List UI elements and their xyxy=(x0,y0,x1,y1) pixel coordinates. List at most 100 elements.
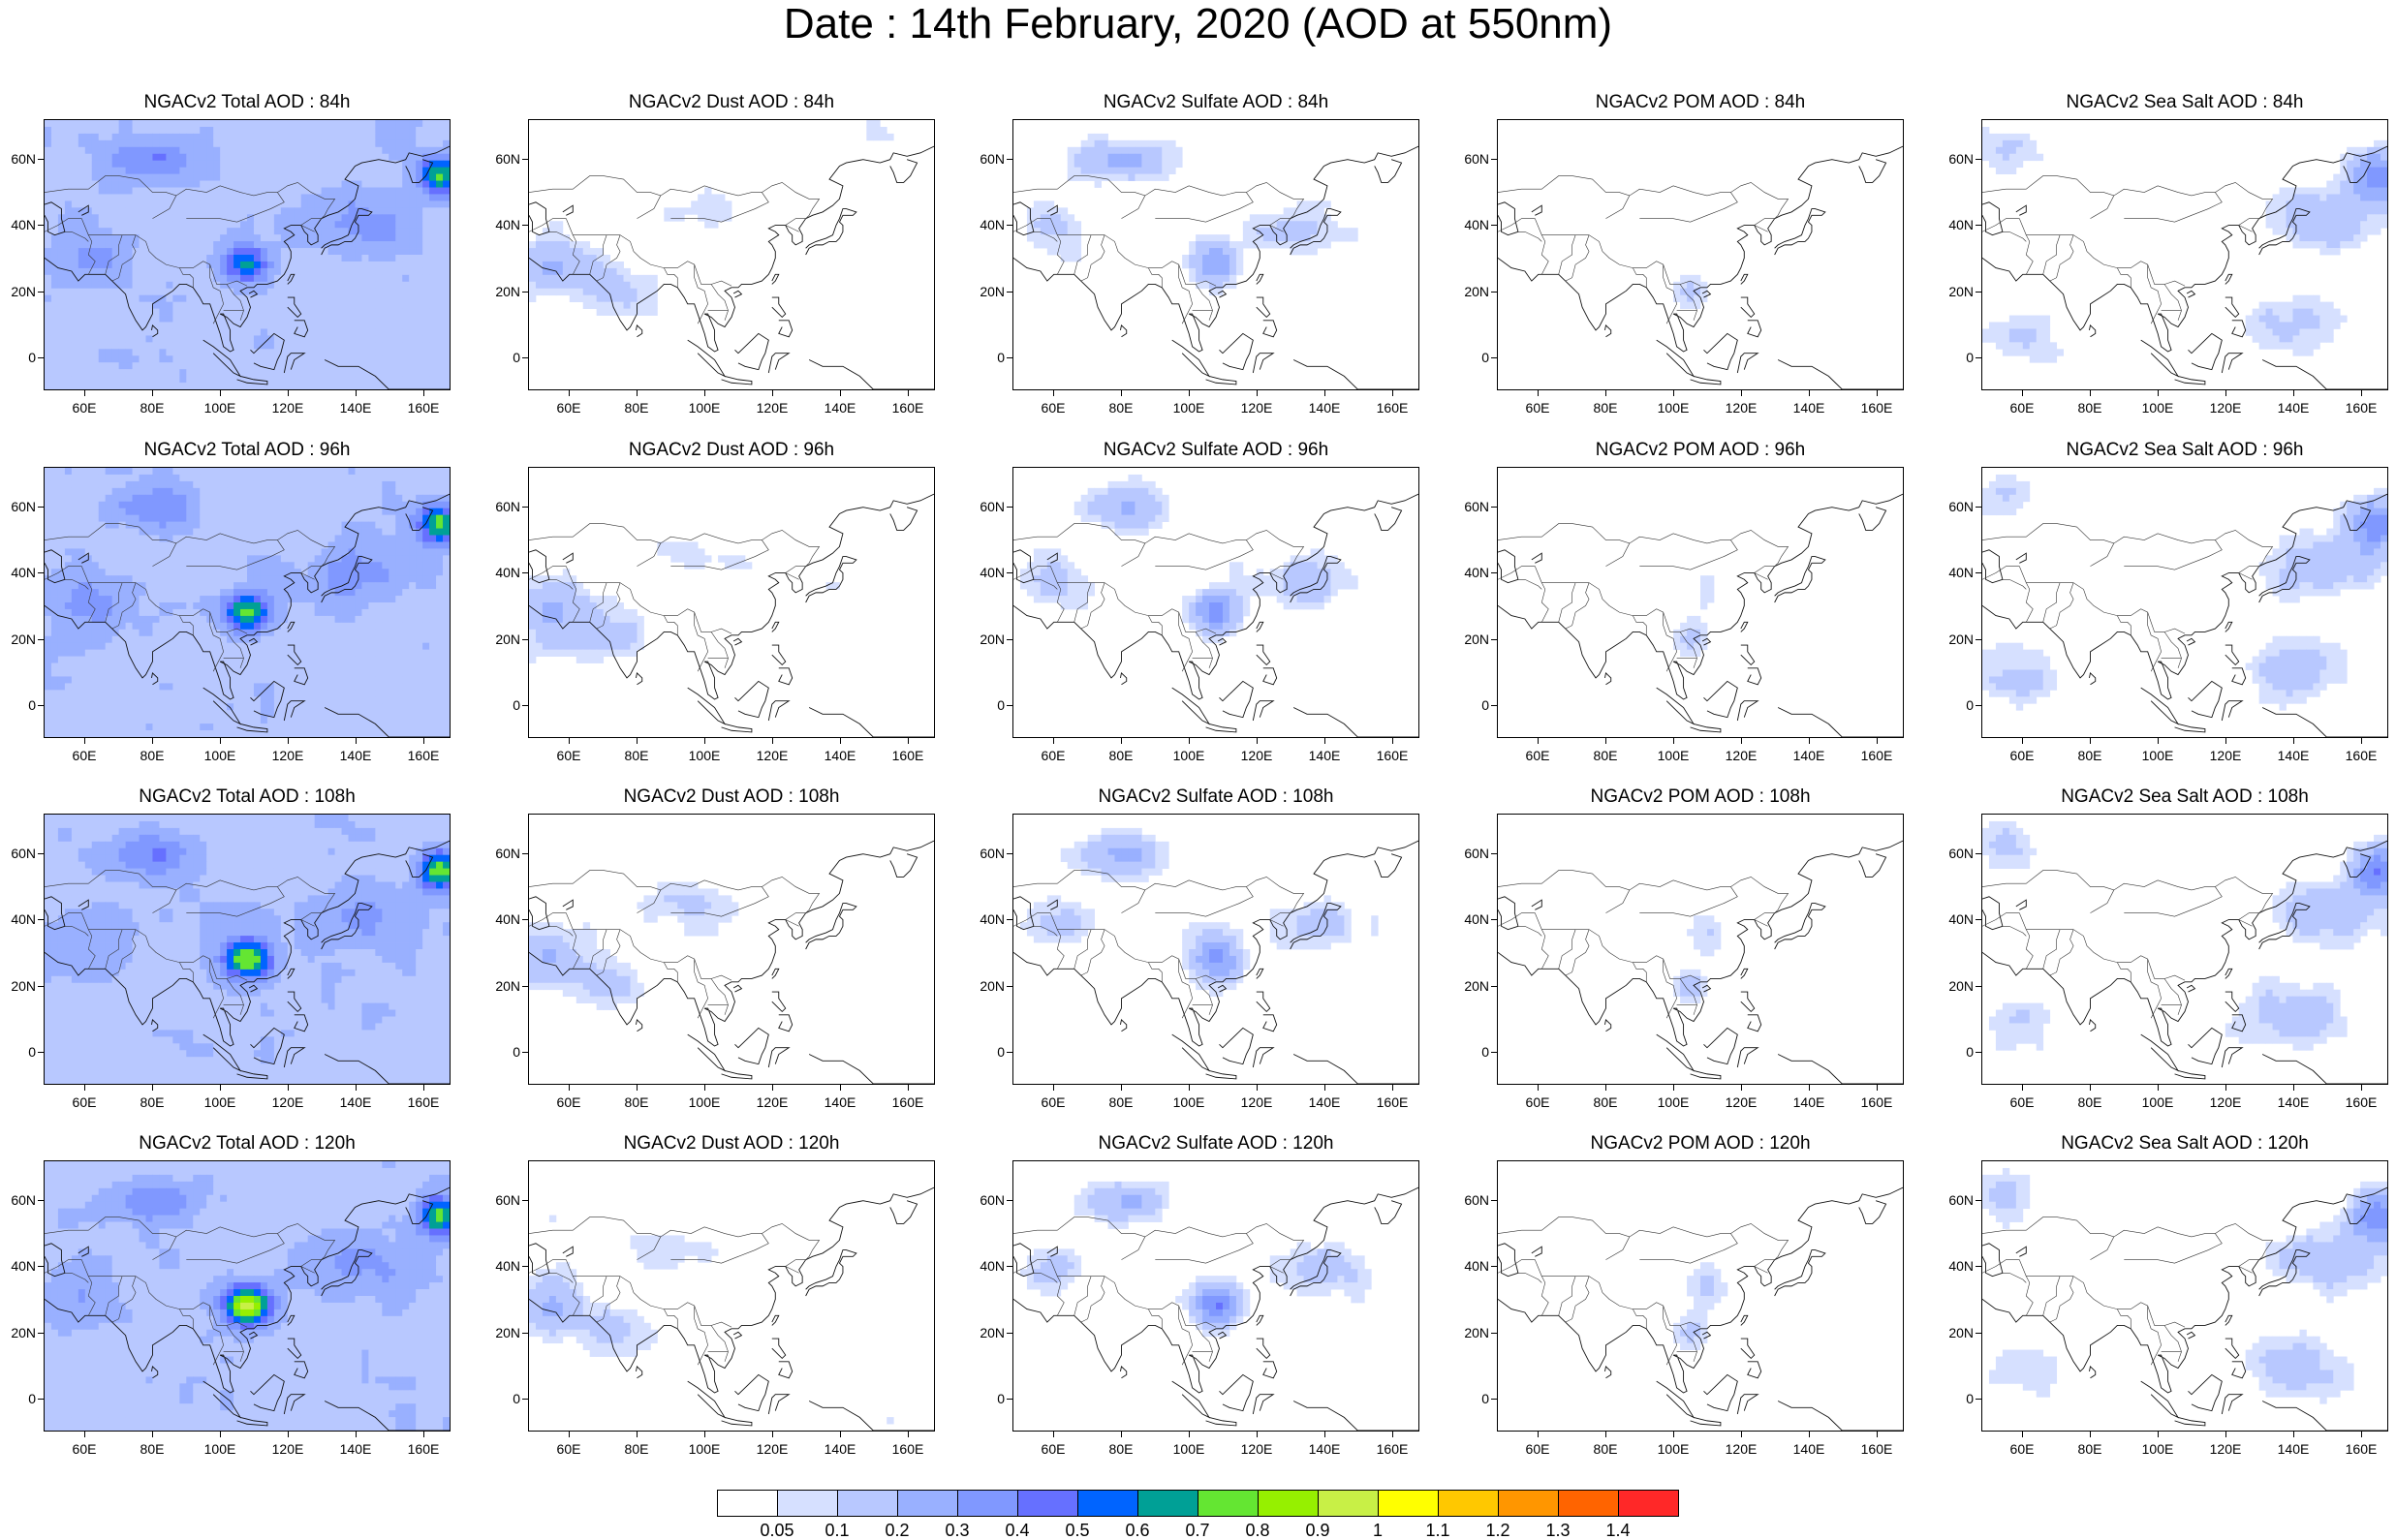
lon-tick-label: 120E xyxy=(2201,748,2250,763)
lon-tick-label: 80E xyxy=(2066,1441,2114,1457)
lon-tick-label: 120E xyxy=(1232,748,1281,763)
lat-tick xyxy=(1007,1266,1012,1267)
lon-tick xyxy=(2022,1085,2023,1091)
lon-tick-label: 140E xyxy=(331,400,380,416)
aod-field xyxy=(1673,1262,1727,1350)
lon-tick-label: 80E xyxy=(2066,748,2114,763)
lat-tick-label: 0 xyxy=(1450,697,1489,713)
panel-title: NGACv2 Sea Salt AOD : 108h xyxy=(1981,786,2388,808)
lon-tick xyxy=(772,390,773,396)
lon-tick xyxy=(152,390,153,396)
lat-tick xyxy=(1976,853,1981,854)
panel-title: NGACv2 Sea Salt AOD : 84h xyxy=(1981,92,2388,113)
lon-tick-label: 60E xyxy=(60,400,109,416)
lon-tick xyxy=(288,1085,289,1091)
lat-tick-label: 60N xyxy=(0,499,36,514)
lon-tick-label: 160E xyxy=(1368,400,1416,416)
lon-tick xyxy=(1189,1085,1190,1091)
aod-field xyxy=(1982,1168,2387,1404)
lon-tick-label: 160E xyxy=(1852,1441,1901,1457)
lon-tick xyxy=(152,1432,153,1437)
lon-tick-label: 120E xyxy=(1717,748,1765,763)
lon-tick-label: 80E xyxy=(612,1094,661,1110)
lat-tick-label: 0 xyxy=(1450,350,1489,365)
lat-tick xyxy=(38,1399,44,1400)
lon-tick-label: 120E xyxy=(748,748,796,763)
lat-tick-label: 20N xyxy=(482,631,520,647)
lon-tick-label: 100E xyxy=(680,1094,729,1110)
lon-tick xyxy=(288,738,289,744)
aod-map xyxy=(1497,814,1904,1085)
lat-tick xyxy=(522,159,528,160)
lon-tick-label: 140E xyxy=(1300,1094,1349,1110)
aod-map xyxy=(528,814,935,1085)
lat-tick-label: 40N xyxy=(0,1258,36,1274)
colorbar-label: 0.7 xyxy=(1173,1521,1222,1540)
lat-tick-label: 60N xyxy=(482,151,520,167)
lon-tick-label: 160E xyxy=(1368,1441,1416,1457)
lon-tick xyxy=(2293,1432,2294,1437)
lat-tick xyxy=(1976,1333,1981,1334)
lon-tick-label: 100E xyxy=(2133,400,2182,416)
lat-tick xyxy=(522,1399,528,1400)
lat-tick xyxy=(1976,507,1981,508)
lat-tick-label: 0 xyxy=(1935,697,1974,713)
colorbar-swatch xyxy=(1378,1490,1439,1517)
lon-tick xyxy=(1673,738,1674,744)
lon-tick xyxy=(2225,1432,2226,1437)
lon-tick-label: 120E xyxy=(264,1441,312,1457)
lon-tick-label: 120E xyxy=(748,400,796,416)
lat-tick-label: 40N xyxy=(1450,565,1489,580)
lon-tick xyxy=(1538,390,1539,396)
lat-tick-label: 0 xyxy=(0,697,36,713)
lon-tick-label: 60E xyxy=(1513,400,1562,416)
lat-tick xyxy=(1007,225,1012,226)
lon-tick xyxy=(637,1432,638,1437)
lon-tick xyxy=(1189,1432,1190,1437)
lon-tick-label: 100E xyxy=(1649,1441,1697,1457)
lon-tick xyxy=(2361,1432,2362,1437)
lon-tick-label: 60E xyxy=(1998,1094,2046,1110)
lon-tick-label: 120E xyxy=(1717,400,1765,416)
aod-map xyxy=(1012,467,1419,738)
lat-tick xyxy=(522,357,528,358)
aod-map xyxy=(1981,1160,2388,1432)
lon-tick-label: 140E xyxy=(816,1094,864,1110)
lon-tick-label: 120E xyxy=(2201,400,2250,416)
lon-tick-label: 160E xyxy=(399,1441,448,1457)
lon-tick xyxy=(1053,390,1054,396)
lat-tick xyxy=(1007,1200,1012,1201)
lat-tick xyxy=(1976,986,1981,987)
lat-tick-label: 40N xyxy=(0,911,36,927)
lon-tick xyxy=(569,1432,570,1437)
lat-tick xyxy=(522,1266,528,1267)
lon-tick xyxy=(2293,390,2294,396)
lon-tick xyxy=(1392,390,1393,396)
lat-tick-label: 0 xyxy=(1935,1044,1974,1060)
lat-tick-label: 60N xyxy=(482,1192,520,1208)
panel-title: NGACv2 Sea Salt AOD : 96h xyxy=(1981,440,2388,461)
lat-tick xyxy=(522,639,528,640)
lat-tick-label: 60N xyxy=(966,499,1005,514)
aod-map xyxy=(1981,467,2388,738)
lon-tick-label: 60E xyxy=(60,748,109,763)
lat-tick-label: 0 xyxy=(1935,350,1974,365)
lon-tick xyxy=(2022,390,2023,396)
lat-tick xyxy=(38,639,44,640)
lon-tick xyxy=(1189,738,1190,744)
lat-tick xyxy=(1976,159,1981,160)
lon-tick xyxy=(423,1432,424,1437)
lon-tick xyxy=(2022,738,2023,744)
lat-tick xyxy=(38,1200,44,1201)
aod-map xyxy=(1012,1160,1419,1432)
lat-tick-label: 20N xyxy=(0,978,36,994)
panel-title: NGACv2 POM AOD : 120h xyxy=(1497,1133,1904,1155)
lon-tick-label: 140E xyxy=(1785,1441,1833,1457)
lon-tick-label: 160E xyxy=(399,748,448,763)
lon-tick-label: 100E xyxy=(1649,748,1697,763)
lat-tick-label: 0 xyxy=(0,1391,36,1406)
lon-tick xyxy=(772,1432,773,1437)
panel-title: NGACv2 Total AOD : 96h xyxy=(44,440,451,461)
lat-tick xyxy=(1976,705,1981,706)
lat-tick xyxy=(1491,1052,1497,1053)
